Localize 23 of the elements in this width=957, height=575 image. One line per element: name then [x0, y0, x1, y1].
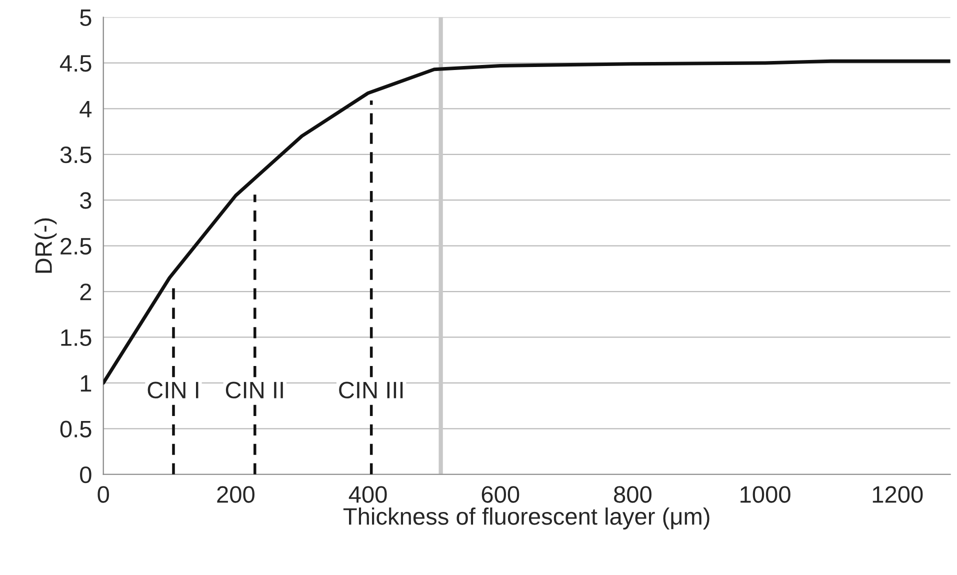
y-tick-label: 1 [80, 375, 92, 392]
x-tick-label: 1000 [740, 486, 790, 503]
y-tick-label: 2 [80, 284, 92, 300]
annotation: CIN I [148, 382, 198, 398]
y-tick-label: 5 [80, 10, 92, 26]
x-axis-title: Thickness of fluorescent layer (μm) [343, 507, 710, 530]
x-tick-label: 1200 [872, 486, 923, 503]
y-axis-title: DR(-) [34, 218, 57, 273]
y-tick-label: 0 [80, 466, 92, 484]
y-tick-label: 0.5 [60, 420, 92, 438]
x-tick-label: 600 [482, 486, 520, 503]
annotation: CIN III [339, 382, 403, 398]
y-tick-label: 3 [80, 192, 92, 209]
y-tick-label: 3.5 [60, 146, 92, 164]
x-tick-label: 0 [98, 486, 109, 503]
y-tick-label: 4 [80, 100, 92, 118]
x-tick-label: 200 [217, 486, 254, 503]
x-tick-label: 800 [614, 486, 652, 503]
y-tick-label: 1.5 [61, 330, 92, 346]
annotation: CIN II [226, 382, 283, 398]
y-tick-label: 4.5 [60, 55, 92, 72]
x-tick-label: 400 [348, 486, 387, 503]
y-tick-label: 2.5 [60, 238, 92, 255]
